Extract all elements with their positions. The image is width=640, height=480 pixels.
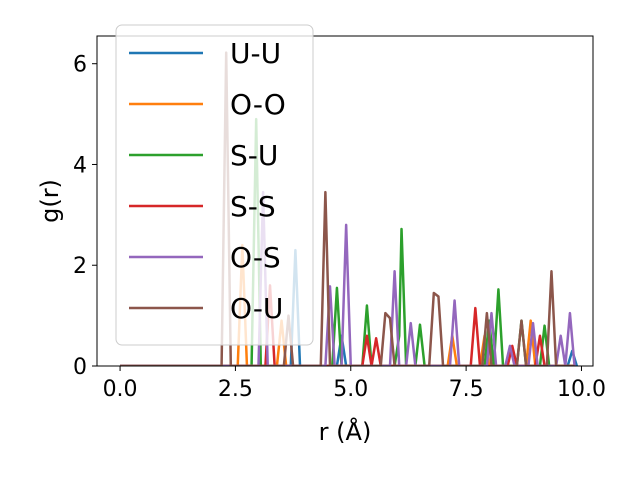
x-axis-label: r (Å) — [319, 417, 372, 446]
legend-label-s-u: S-U — [230, 139, 278, 172]
x-tick-label: 5.0 — [333, 377, 368, 402]
legend-label-o-u: O-U — [230, 292, 283, 325]
x-tick-label: 2.5 — [218, 377, 253, 402]
x-tick-label: 7.5 — [449, 377, 484, 402]
legend-box — [115, 24, 314, 346]
y-tick-label: 0 — [73, 355, 87, 380]
legend-label-u-u: U-U — [230, 37, 281, 70]
plot-frame — [96, 35, 594, 367]
legend: U-U O-O S-U S-S O-S O-U — [115, 24, 314, 346]
x-axis-ticks: 0.0 2.5 5.0 7.5 10.0 — [103, 366, 606, 402]
legend-label-o-s: O-S — [230, 241, 281, 274]
y-tick-label: 4 — [73, 153, 87, 178]
x-tick-label: 10.0 — [557, 377, 606, 402]
legend-label-s-s: S-S — [230, 190, 276, 223]
y-axis-label: g(r) — [36, 179, 64, 223]
y-tick-label: 6 — [73, 53, 87, 78]
x-tick-label: 0.0 — [103, 377, 138, 402]
legend-label-o-o: O-O — [230, 88, 286, 121]
series-line-o-s — [120, 190, 576, 366]
y-tick-label: 2 — [73, 254, 87, 279]
y-axis-ticks: 0 2 4 6 — [73, 53, 97, 380]
